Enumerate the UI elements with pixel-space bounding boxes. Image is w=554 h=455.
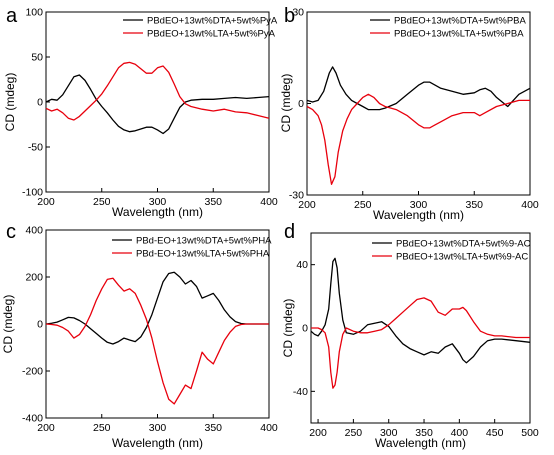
panel-a: a 200 250 300 350 400 -100 -50 0 50 100 PBdEO+13… [3, 5, 278, 219]
legend-label: PBd-EO+13wt%LTA+5wt%PHA [136, 249, 270, 260]
y-tick-label: -30 [289, 190, 304, 202]
x-tick-label: 250 [354, 199, 372, 211]
y-tick-label: 200 [25, 272, 43, 284]
series-line-1 [45, 271, 269, 345]
y-tick-label: -50 [28, 142, 43, 154]
y-axis-title: CD (mdeg) [281, 299, 295, 358]
x-ticks: 200 250 300 350 400 [37, 188, 278, 208]
x-axis-title: Wavelength (nm) [112, 205, 203, 219]
x-tick-label: 350 [204, 196, 222, 208]
legend-label: PBdEO+13wt%DTA+5wt%9-AC [396, 239, 531, 250]
legend: PBdEO+13wt%DTA+5wt%PBA PBdEO+13wt%LTA+5wt… [370, 16, 526, 40]
panel-c: c 200 250 300 350 400 -400 -200 0 200 400 PBd-EO… [1, 221, 278, 450]
series-line-2 [311, 297, 530, 389]
panel-d: d 200 250 300 350 400 450 500 -40 0 40 PBdEO+13w… [281, 221, 539, 450]
x-tick-label: 300 [410, 199, 428, 211]
panel-label: a [6, 5, 18, 27]
x-ticks: 200 250 300 350 400 [298, 191, 539, 211]
x-tick-label: 200 [37, 196, 55, 208]
legend-label: PBd-EO+13wt%DTA+5wt%PHA [136, 236, 272, 247]
y-tick-label: 50 [31, 52, 43, 64]
series-line-1 [310, 257, 531, 364]
panel-label: c [6, 221, 16, 243]
x-tick-label: 400 [260, 196, 278, 208]
panel-label: b [284, 5, 295, 27]
legend: PBd-EO+13wt%DTA+5wt%PHA PBd-EO+13wt%LTA+5… [112, 236, 272, 260]
y-tick-label: -40 [293, 386, 308, 398]
x-tick-label: 250 [345, 427, 363, 439]
y-tick-label: -100 [22, 187, 43, 199]
y-tick-label: 0 [37, 319, 43, 331]
y-tick-label: -200 [22, 366, 43, 378]
x-tick-label: 350 [415, 427, 433, 439]
x-axis-title: Wavelength (nm) [373, 208, 464, 222]
x-tick-label: 350 [204, 422, 222, 434]
y-tick-label: 0 [37, 97, 43, 109]
y-tick-label: 400 [25, 225, 43, 237]
legend-label: PBdEO+13wt%LTA+5wt%PyA [147, 29, 276, 40]
series-line-2 [45, 61, 270, 121]
x-tick-label: 250 [93, 422, 111, 434]
y-tick-label: 30 [292, 7, 304, 19]
series-lines [45, 271, 269, 405]
series-line-2 [45, 277, 269, 405]
panel-label: d [284, 221, 295, 243]
x-tick-label: 400 [521, 199, 539, 211]
y-ticks: -30 0 30 [289, 7, 311, 202]
x-ticks: 200 250 300 350 400 [37, 414, 278, 434]
series-line-2 [306, 93, 530, 185]
y-ticks: -400 -200 0 200 400 [22, 225, 50, 425]
legend: PBdEO+13wt%DTA+5wt%PyA PBdEO+13wt%LTA+5wt… [123, 16, 278, 40]
legend-label: PBdEO+13wt%LTA+5wt%9-AC [396, 252, 528, 263]
x-tick-label: 400 [451, 427, 469, 439]
x-tick-label: 400 [260, 422, 278, 434]
x-tick-label: 300 [380, 427, 398, 439]
series-lines [310, 257, 531, 389]
panel-b: b 200 250 300 350 400 -30 0 30 PBdEO+13wt%DTA+… [279, 5, 539, 222]
y-ticks: -100 -50 0 50 100 [22, 7, 50, 199]
y-axis-title: CD (mdeg) [1, 295, 15, 354]
legend: PBdEO+13wt%DTA+5wt%9-AC PBdEO+13wt%LTA+5w… [372, 239, 531, 263]
legend-label: PBdEO+13wt%DTA+5wt%PyA [147, 16, 278, 27]
series-line-1 [45, 74, 270, 135]
y-tick-label: 0 [298, 98, 304, 110]
x-tick-label: 200 [298, 199, 316, 211]
x-tick-label: 450 [486, 427, 504, 439]
x-ticks: 200 250 300 350 400 450 500 [309, 419, 539, 439]
series-lines [45, 61, 270, 135]
x-tick-label: 350 [465, 199, 483, 211]
y-tick-label: 100 [25, 7, 43, 19]
x-tick-label: 300 [149, 422, 167, 434]
legend-label: PBdEO+13wt%DTA+5wt%PBA [394, 16, 526, 27]
y-tick-label: -400 [22, 413, 43, 425]
x-tick-label: 200 [37, 422, 55, 434]
y-tick-label: 40 [296, 259, 308, 271]
x-tick-label: 250 [93, 196, 111, 208]
y-tick-label: 0 [302, 323, 308, 335]
x-tick-label: 200 [309, 427, 327, 439]
series-lines [306, 66, 531, 185]
series-line-1 [306, 66, 531, 111]
y-axis-title: CD (mdeg) [3, 73, 17, 132]
x-tick-label: 300 [149, 196, 167, 208]
y-axis-title: CD (mdeg) [279, 74, 293, 133]
x-tick-label: 500 [521, 427, 539, 439]
legend-label: PBdEO+13wt%LTA+5wt%PBA [394, 29, 524, 40]
x-axis-title: Wavelength (nm) [112, 436, 203, 450]
x-axis-title: Wavelength (nm) [375, 436, 466, 450]
